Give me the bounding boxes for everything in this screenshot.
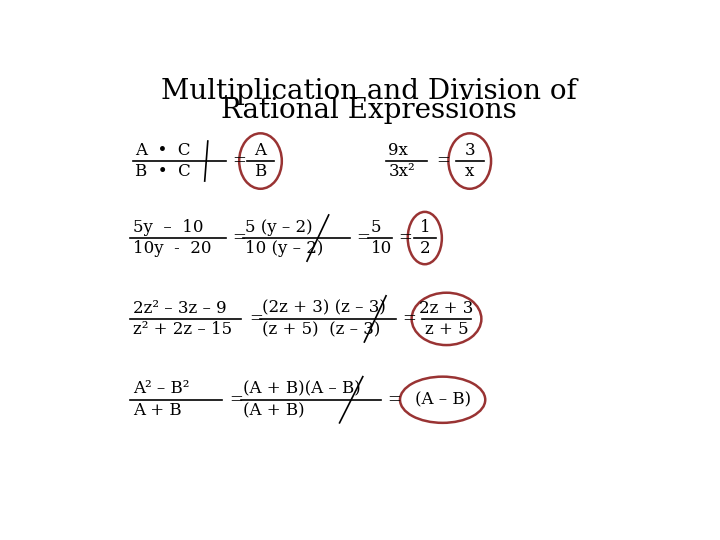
Text: A² – B²: A² – B² xyxy=(132,381,189,397)
Text: 5y  –  10: 5y – 10 xyxy=(132,219,203,236)
Text: 2: 2 xyxy=(420,240,430,258)
Text: B: B xyxy=(254,163,266,180)
Text: 3: 3 xyxy=(464,142,475,159)
Text: (z + 5)  (z – 3): (z + 5) (z – 3) xyxy=(262,321,380,338)
Text: =: = xyxy=(232,152,246,170)
Text: =: = xyxy=(398,230,413,247)
Text: 2z + 3: 2z + 3 xyxy=(419,300,474,316)
Text: A + B: A + B xyxy=(132,402,181,419)
Text: 10 (y – 2): 10 (y – 2) xyxy=(245,240,323,258)
Text: 10: 10 xyxy=(371,240,392,258)
Text: 5 (y – 2): 5 (y – 2) xyxy=(245,219,312,236)
Text: (A + B): (A + B) xyxy=(243,402,305,419)
Text: =: = xyxy=(402,310,416,327)
Text: =: = xyxy=(387,392,401,408)
Text: 10y  -  20: 10y - 20 xyxy=(132,240,211,258)
Text: B  •  C: B • C xyxy=(135,163,191,180)
Text: 1: 1 xyxy=(420,219,430,236)
Text: Multiplication and Division of: Multiplication and Division of xyxy=(161,78,577,105)
Text: z² + 2z – 15: z² + 2z – 15 xyxy=(132,321,232,338)
Text: 3x²: 3x² xyxy=(388,163,415,180)
Text: A: A xyxy=(254,142,266,159)
Text: (A + B)(A – B): (A + B)(A – B) xyxy=(243,381,361,397)
Text: (A – B): (A – B) xyxy=(415,392,471,408)
Text: A  •  C: A • C xyxy=(135,142,191,159)
Text: =: = xyxy=(232,230,246,247)
Text: 5: 5 xyxy=(371,219,381,236)
Text: 9x: 9x xyxy=(388,142,408,159)
Text: x: x xyxy=(465,163,474,180)
Text: Rational Expressions: Rational Expressions xyxy=(221,98,517,125)
Text: =: = xyxy=(230,392,243,408)
Text: =: = xyxy=(249,310,263,327)
Text: =: = xyxy=(436,152,450,170)
Text: 2z² – 3z – 9: 2z² – 3z – 9 xyxy=(132,300,226,316)
Text: z + 5: z + 5 xyxy=(425,321,468,338)
Text: (2z + 3) (z – 3): (2z + 3) (z – 3) xyxy=(262,300,386,316)
Text: =: = xyxy=(356,230,369,247)
